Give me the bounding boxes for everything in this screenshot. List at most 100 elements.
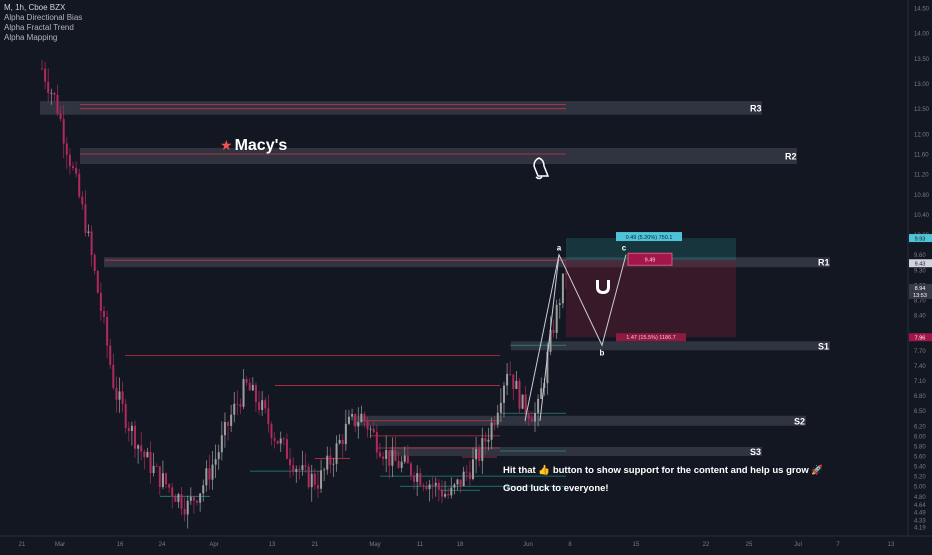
- candle-body: [462, 471, 465, 486]
- y-tick-label: 5.20: [914, 475, 926, 481]
- candle-body: [285, 439, 288, 459]
- luck-note: Good luck to everyone!: [503, 483, 609, 494]
- x-tick-label: 13: [888, 542, 895, 548]
- candle-body: [242, 379, 245, 407]
- candle-body: [174, 496, 177, 502]
- x-tick-label: 8: [568, 542, 572, 548]
- candle-body: [518, 380, 521, 409]
- candle-body: [450, 487, 453, 496]
- x-tick-label: 21: [19, 542, 26, 548]
- candle-body: [447, 494, 450, 496]
- y-tick-label: 12.50: [914, 107, 930, 113]
- candle-body: [496, 412, 499, 425]
- candle-body: [121, 391, 124, 404]
- candle-body: [558, 303, 561, 305]
- zone-label-s3: S3: [750, 447, 761, 457]
- candle-body: [81, 196, 84, 205]
- zone-s1: [511, 341, 830, 351]
- candle-body: [351, 413, 354, 417]
- brand-label: ★ Macy's: [220, 137, 287, 155]
- candle-body: [295, 468, 298, 472]
- candle-body: [468, 472, 471, 480]
- candle-body: [515, 380, 518, 389]
- candle-body: [152, 465, 155, 474]
- candle-body: [484, 438, 487, 442]
- candle-body: [245, 379, 248, 383]
- candle-body: [316, 484, 319, 489]
- candle-body: [382, 456, 385, 459]
- candle-body: [140, 445, 143, 452]
- candle-body: [471, 459, 474, 480]
- candle-body: [251, 384, 254, 391]
- candle-body: [453, 484, 456, 488]
- candle-body: [301, 465, 304, 470]
- indicator-mapping[interactable]: Alpha Mapping: [4, 33, 58, 42]
- candle-body: [440, 489, 443, 497]
- candle-body: [155, 465, 158, 467]
- candle-body: [196, 500, 199, 503]
- candle-body: [50, 92, 53, 94]
- y-tick-label: 4.19: [914, 526, 926, 532]
- candle-body: [273, 438, 276, 441]
- candle-body: [205, 468, 208, 486]
- candle-body: [75, 168, 78, 174]
- wave-path: [539, 254, 560, 421]
- candle-body: [332, 463, 335, 465]
- candle-body: [236, 403, 239, 405]
- target-box: [566, 238, 736, 261]
- candle-body: [338, 439, 341, 444]
- candle-body: [90, 231, 93, 256]
- candle-body: [72, 166, 75, 169]
- indicator-fractal-trend[interactable]: Alpha Fractal Trend: [4, 23, 74, 32]
- candle-body: [134, 425, 137, 449]
- candle-body: [546, 351, 549, 384]
- candle-body: [248, 382, 251, 391]
- candle-body: [499, 402, 502, 413]
- candle-body: [186, 500, 189, 515]
- candle-body: [103, 311, 106, 317]
- y-tick-label: 6.00: [914, 434, 926, 440]
- zone-label-s2: S2: [794, 416, 805, 426]
- candle-body: [282, 438, 285, 440]
- candle-body: [565, 273, 567, 275]
- candle-body: [459, 479, 462, 486]
- candle-body: [261, 400, 264, 410]
- y-tick-label: 4.49: [914, 510, 926, 516]
- candle-body: [527, 414, 530, 419]
- candle-body: [192, 496, 195, 501]
- candle-body: [326, 455, 329, 470]
- y-tick-label: 7.10: [914, 379, 926, 385]
- candle-body: [208, 468, 211, 480]
- y-tick-label: 10.80: [914, 193, 930, 199]
- candle-body: [490, 422, 493, 440]
- y-tick-label: 5.80: [914, 444, 926, 450]
- y-tick-label: 8.40: [914, 314, 926, 320]
- y-tick-label: 6.50: [914, 409, 926, 415]
- candle-body: [509, 373, 512, 375]
- x-tick-label: 21: [312, 542, 319, 548]
- candle-body: [329, 455, 332, 465]
- candle-body: [202, 485, 205, 494]
- zone-label-r1: R1: [818, 258, 830, 268]
- candle-body: [413, 475, 416, 482]
- candle-body: [372, 428, 375, 433]
- candle-body: [521, 394, 524, 409]
- bell-icon: [533, 157, 550, 180]
- candle-body: [354, 413, 357, 427]
- chart-header: M, 1h, Cboe BZX Alpha Directional Bias A…: [4, 3, 82, 43]
- wave-path: [524, 253, 627, 421]
- candle-body: [276, 440, 279, 444]
- candle-body: [552, 329, 555, 333]
- indicator-directional-bias[interactable]: Alpha Directional Bias: [4, 13, 83, 22]
- entry-label-bg: [627, 252, 673, 266]
- candle-body: [270, 424, 273, 439]
- x-tick-label: 11: [417, 542, 424, 548]
- candle-body: [168, 484, 171, 488]
- y-tick-label: 11.60: [914, 152, 929, 158]
- ticker-label[interactable]: M, 1h, Cboe BZX: [4, 3, 66, 12]
- x-tick-label: 22: [703, 542, 710, 548]
- wave-label-a: a: [557, 244, 562, 253]
- candle-body: [62, 119, 65, 144]
- candle-body: [137, 445, 140, 449]
- candle-body: [220, 435, 223, 453]
